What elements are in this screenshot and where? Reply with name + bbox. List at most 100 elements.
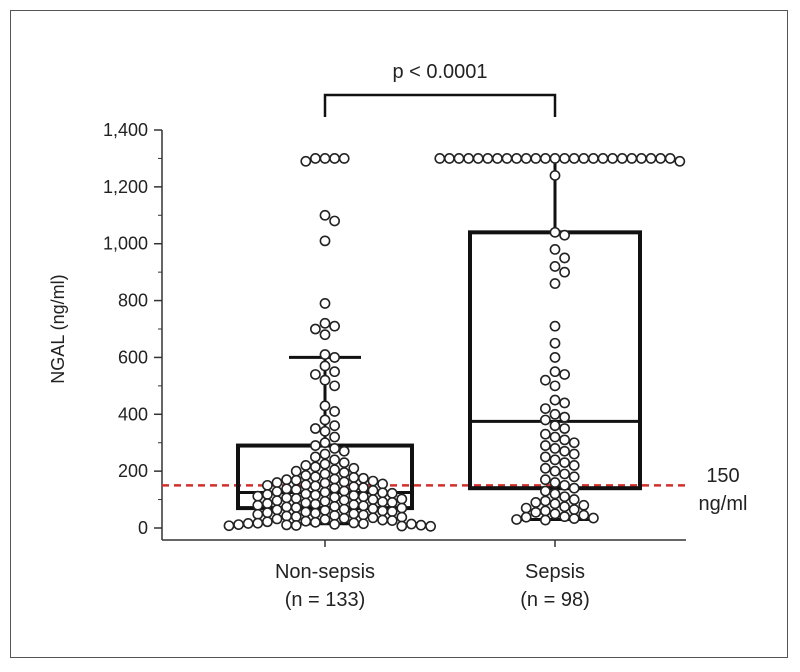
data-point xyxy=(559,369,570,380)
data-point xyxy=(549,420,561,432)
data-point xyxy=(348,462,360,474)
significance-bracket xyxy=(323,93,557,117)
data-point xyxy=(319,495,331,507)
data-point xyxy=(549,508,561,520)
data-point xyxy=(626,153,638,164)
data-point xyxy=(540,451,551,463)
data-point xyxy=(261,479,273,491)
data-point xyxy=(233,519,244,530)
y-tick-label: 1,200 xyxy=(103,177,148,197)
data-point xyxy=(453,153,465,164)
data-point xyxy=(540,153,551,164)
data-point xyxy=(540,505,551,517)
data-point xyxy=(309,516,321,528)
data-point xyxy=(396,502,408,514)
data-point xyxy=(559,457,570,469)
data-point xyxy=(319,468,331,480)
data-point xyxy=(357,472,369,484)
data-point xyxy=(405,518,417,530)
data-point xyxy=(549,352,561,363)
data-point xyxy=(549,278,561,289)
data-point xyxy=(329,454,340,466)
data-point xyxy=(319,514,331,525)
data-point xyxy=(309,489,321,501)
data-point xyxy=(357,491,369,503)
data-point xyxy=(252,517,264,529)
data-point xyxy=(300,488,312,500)
data-point xyxy=(540,514,551,526)
data-point xyxy=(319,477,331,489)
data-point xyxy=(357,509,369,521)
data-point xyxy=(607,153,618,164)
data-point xyxy=(271,495,283,507)
y-tick-label: 400 xyxy=(118,404,148,424)
data-point xyxy=(300,497,312,509)
data-point xyxy=(568,460,580,471)
reference-line-label-value: 150 xyxy=(706,465,739,487)
data-point xyxy=(290,493,302,504)
data-point xyxy=(520,511,532,523)
data-point xyxy=(319,349,331,360)
data-point xyxy=(549,465,561,477)
data-point xyxy=(559,491,570,503)
data-point xyxy=(281,510,292,522)
data-point xyxy=(559,501,570,513)
data-point xyxy=(281,501,292,513)
data-point xyxy=(377,487,388,499)
data-point xyxy=(319,153,331,164)
data-point xyxy=(645,153,657,164)
data-point xyxy=(549,442,561,454)
data-point xyxy=(223,520,235,532)
data-point xyxy=(549,488,561,500)
data-point xyxy=(540,403,551,414)
data-point xyxy=(549,454,561,466)
data-point xyxy=(530,153,542,164)
data-point xyxy=(309,323,321,335)
data-point xyxy=(290,502,302,513)
data-point xyxy=(511,153,522,164)
data-point xyxy=(549,394,561,406)
y-tick-label: 200 xyxy=(118,461,148,481)
data-point xyxy=(338,467,350,478)
data-point xyxy=(329,406,340,417)
data-point xyxy=(319,317,331,329)
data-point xyxy=(348,508,360,520)
data-point xyxy=(309,498,321,510)
data-point xyxy=(338,457,350,469)
data-point xyxy=(559,511,570,523)
data-point xyxy=(309,451,321,463)
data-point xyxy=(319,374,331,386)
data-point xyxy=(655,153,666,164)
data-point xyxy=(482,153,494,164)
data-point xyxy=(549,170,561,181)
data-point xyxy=(540,462,551,474)
data-point xyxy=(540,474,551,486)
data-point xyxy=(367,512,379,524)
data-point xyxy=(578,153,590,164)
data-point xyxy=(559,252,570,264)
data-point xyxy=(309,507,321,519)
data-point xyxy=(261,489,273,500)
data-point xyxy=(319,209,331,221)
data-point xyxy=(559,479,570,491)
data-point xyxy=(338,494,350,506)
data-point xyxy=(530,506,542,518)
y-tick-label: 1,400 xyxy=(103,120,148,140)
data-point xyxy=(242,518,254,529)
data-point xyxy=(549,498,561,510)
data-point xyxy=(377,514,388,526)
data-point xyxy=(261,516,273,528)
data-point xyxy=(367,494,379,505)
data-point xyxy=(329,153,340,164)
data-point xyxy=(540,495,551,507)
data-point xyxy=(559,229,570,241)
data-point xyxy=(281,492,292,504)
data-point xyxy=(338,445,350,457)
data-point xyxy=(396,520,408,532)
data-point xyxy=(329,352,340,363)
data-point xyxy=(540,485,551,497)
data-point xyxy=(549,477,561,488)
data-point xyxy=(520,153,532,164)
data-point xyxy=(290,520,302,531)
data-point xyxy=(367,475,379,487)
